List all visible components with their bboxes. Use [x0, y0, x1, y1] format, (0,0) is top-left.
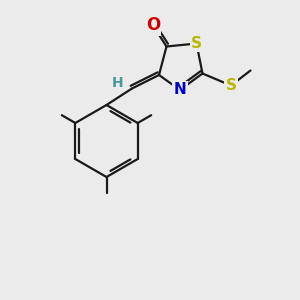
Text: N: N: [174, 82, 186, 98]
Text: O: O: [146, 16, 160, 34]
Text: H: H: [112, 76, 123, 90]
Text: S: S: [226, 78, 236, 93]
Text: S: S: [191, 36, 202, 51]
